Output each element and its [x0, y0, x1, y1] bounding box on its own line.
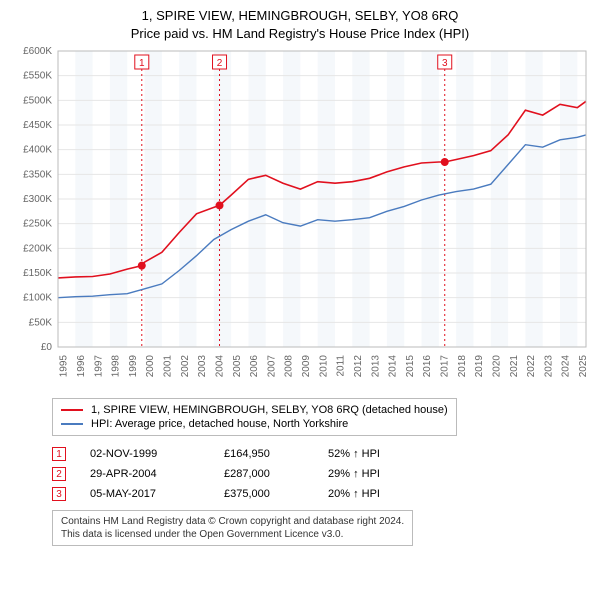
- svg-text:3: 3: [442, 58, 448, 69]
- event-marker: 2: [52, 467, 66, 481]
- svg-text:2009: 2009: [301, 355, 312, 378]
- event-date: 05-MAY-2017: [90, 488, 200, 500]
- legend-row: 1, SPIRE VIEW, HEMINGBROUGH, SELBY, YO8 …: [61, 403, 448, 417]
- legend: 1, SPIRE VIEW, HEMINGBROUGH, SELBY, YO8 …: [52, 398, 457, 436]
- line-chart-svg: £0 £50K £100K £150K £200K £250K £300K £350K £400…: [8, 47, 592, 387]
- svg-text:£50K: £50K: [29, 317, 53, 328]
- legend-swatch: [61, 409, 83, 411]
- svg-text:2004: 2004: [214, 355, 225, 378]
- svg-text:£400K: £400K: [23, 145, 52, 156]
- svg-text:2: 2: [217, 58, 223, 69]
- chart: £0 £50K £100K £150K £200K £250K £300K £350K £400…: [8, 47, 592, 392]
- svg-text:2020: 2020: [491, 355, 502, 378]
- svg-text:2017: 2017: [440, 355, 451, 378]
- svg-text:2006: 2006: [249, 355, 260, 378]
- svg-text:2012: 2012: [353, 355, 364, 378]
- svg-text:2013: 2013: [370, 355, 381, 378]
- svg-text:£200K: £200K: [23, 243, 52, 254]
- svg-text:£350K: £350K: [23, 169, 52, 180]
- events-table: 1 02-NOV-1999 £164,950 52% ↑ HPI 2 29-APR-200…: [52, 444, 592, 504]
- svg-text:2007: 2007: [266, 355, 277, 378]
- svg-text:2021: 2021: [509, 355, 520, 378]
- event-date: 02-NOV-1999: [90, 448, 200, 460]
- svg-text:2022: 2022: [526, 355, 537, 378]
- legend-label: 1, SPIRE VIEW, HEMINGBROUGH, SELBY, YO8 …: [91, 404, 448, 416]
- event-date: 29-APR-2004: [90, 468, 200, 480]
- event-delta: 20% ↑ HPI: [328, 488, 428, 500]
- event-price: £375,000: [224, 488, 304, 500]
- svg-text:£300K: £300K: [23, 194, 52, 205]
- footer-line-1: Contains HM Land Registry data © Crown c…: [61, 515, 404, 528]
- svg-text:1996: 1996: [76, 355, 87, 378]
- svg-text:2001: 2001: [163, 355, 174, 378]
- svg-text:2000: 2000: [145, 355, 156, 378]
- legend-label: HPI: Average price, detached house, Nort…: [91, 418, 348, 430]
- event-delta: 29% ↑ HPI: [328, 468, 428, 480]
- svg-text:2003: 2003: [197, 355, 208, 378]
- event-row: 3 05-MAY-2017 £375,000 20% ↑ HPI: [52, 484, 592, 504]
- svg-text:2016: 2016: [422, 355, 433, 378]
- svg-text:£550K: £550K: [23, 71, 52, 82]
- svg-text:£250K: £250K: [23, 219, 52, 230]
- event-price: £164,950: [224, 448, 304, 460]
- svg-text:2011: 2011: [336, 355, 347, 377]
- event-marker: 1: [52, 447, 66, 461]
- svg-text:£100K: £100K: [23, 293, 52, 304]
- legend-row: HPI: Average price, detached house, Nort…: [61, 417, 448, 431]
- svg-text:£450K: £450K: [23, 120, 52, 131]
- svg-text:1998: 1998: [111, 355, 122, 378]
- svg-text:1: 1: [139, 58, 145, 69]
- page: 1, SPIRE VIEW, HEMINGBROUGH, SELBY, YO8 …: [0, 0, 600, 554]
- svg-text:2015: 2015: [405, 355, 416, 378]
- svg-text:£0: £0: [41, 342, 53, 353]
- svg-text:1999: 1999: [128, 355, 139, 378]
- svg-text:2025: 2025: [578, 355, 589, 378]
- title-sub: Price paid vs. HM Land Registry's House …: [8, 26, 592, 41]
- svg-text:£500K: £500K: [23, 95, 52, 106]
- svg-text:2019: 2019: [474, 355, 485, 378]
- svg-text:2010: 2010: [318, 355, 329, 378]
- svg-text:£600K: £600K: [23, 47, 52, 57]
- title-main: 1, SPIRE VIEW, HEMINGBROUGH, SELBY, YO8 …: [8, 8, 592, 23]
- svg-text:2024: 2024: [561, 355, 572, 378]
- event-price: £287,000: [224, 468, 304, 480]
- chart-titles: 1, SPIRE VIEW, HEMINGBROUGH, SELBY, YO8 …: [8, 8, 592, 41]
- event-row: 1 02-NOV-1999 £164,950 52% ↑ HPI: [52, 444, 592, 464]
- svg-text:2018: 2018: [457, 355, 468, 378]
- event-marker: 3: [52, 487, 66, 501]
- svg-text:1997: 1997: [93, 355, 104, 378]
- svg-text:2005: 2005: [232, 355, 243, 378]
- event-row: 2 29-APR-2004 £287,000 29% ↑ HPI: [52, 464, 592, 484]
- svg-text:2002: 2002: [180, 355, 191, 378]
- event-delta: 52% ↑ HPI: [328, 448, 428, 460]
- svg-text:£150K: £150K: [23, 268, 52, 279]
- footer-note: Contains HM Land Registry data © Crown c…: [52, 510, 413, 546]
- svg-text:2023: 2023: [543, 355, 554, 378]
- legend-swatch: [61, 423, 83, 425]
- svg-text:2008: 2008: [284, 355, 295, 378]
- footer-line-2: This data is licensed under the Open Gov…: [61, 528, 404, 541]
- svg-text:2014: 2014: [388, 355, 399, 378]
- svg-text:1995: 1995: [59, 355, 70, 378]
